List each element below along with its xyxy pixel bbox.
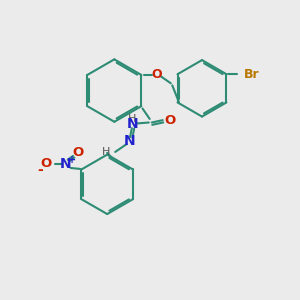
Text: H: H xyxy=(102,147,110,157)
Text: O: O xyxy=(165,114,176,127)
Text: H: H xyxy=(128,114,136,124)
Text: O: O xyxy=(73,146,84,159)
Text: O: O xyxy=(41,157,52,170)
Text: N: N xyxy=(127,117,138,131)
Text: N: N xyxy=(124,134,135,148)
Text: O: O xyxy=(152,68,162,82)
Text: -: - xyxy=(37,163,43,177)
Text: Br: Br xyxy=(244,68,260,81)
Text: +: + xyxy=(68,155,76,165)
Text: N: N xyxy=(60,157,72,171)
